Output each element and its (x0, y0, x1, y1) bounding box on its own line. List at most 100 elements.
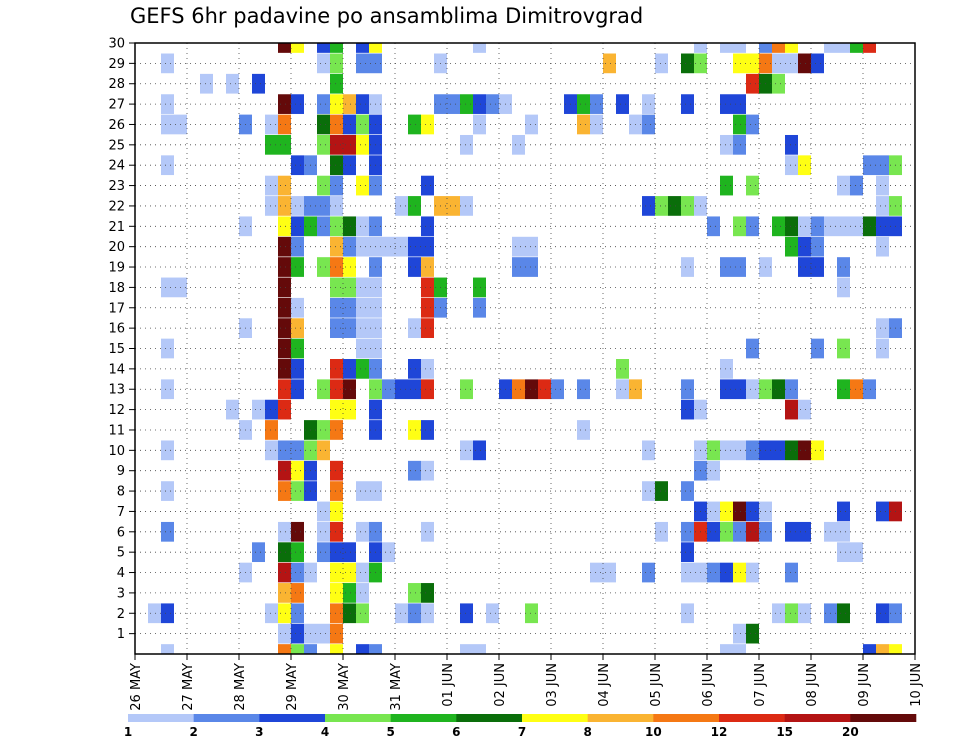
heatmap-cell (447, 94, 460, 114)
x-tick-label: 29 MAY (285, 663, 300, 711)
heatmap-cell (850, 379, 863, 400)
heatmap-cell (278, 94, 291, 114)
heatmap-cell (291, 440, 304, 461)
x-axis: 26 MAY 27 MAY 28 MAY 29 MAY 30 MAY 31 MAY 01 J… (129, 654, 924, 711)
heatmap-cell (681, 399, 694, 420)
heatmap-cell (343, 257, 356, 277)
heatmap-cell (317, 216, 330, 237)
heatmap-cell (265, 175, 278, 196)
heatmap-cell (356, 521, 369, 542)
heatmap-cell (252, 73, 265, 94)
heatmap-cell (265, 196, 278, 216)
heatmap-cell (408, 318, 421, 338)
heatmap-cell (343, 297, 356, 318)
chart-title: GEFS 6hr padavine po ansamblima Dimitrov… (130, 4, 644, 28)
heatmap-cell (161, 379, 174, 400)
heatmap-cell (798, 236, 811, 257)
heatmap-cell (330, 460, 343, 481)
heatmap-cell (681, 562, 694, 583)
y-tick-label: 22 (108, 199, 125, 214)
colorbar: 1 2 3 4 5 6 7 8 10 12 15 20 (124, 714, 917, 739)
heatmap-cells (148, 43, 902, 654)
heatmap-cell (356, 43, 369, 53)
heatmap-cell (798, 216, 811, 237)
heatmap-cell (421, 420, 434, 440)
heatmap-cell (408, 257, 421, 277)
heatmap-cell (161, 155, 174, 176)
heatmap-cell (720, 257, 733, 277)
colorbar-label: 15 (776, 725, 793, 739)
heatmap-cell (746, 562, 759, 583)
heatmap-cell (291, 583, 304, 603)
heatmap-cell (382, 379, 395, 400)
heatmap-cell (694, 43, 707, 53)
heatmap-cell (720, 134, 733, 155)
heatmap-cell (798, 399, 811, 420)
heatmap-cell (655, 521, 668, 542)
x-tick-label: 27 MAY (181, 663, 196, 711)
heatmap-cell (785, 236, 798, 257)
heatmap-cell (408, 603, 421, 624)
y-tick-label: 29 (108, 57, 125, 72)
heatmap-cell (317, 134, 330, 155)
y-tick-label: 1 (117, 627, 125, 642)
heatmap-cell (733, 134, 746, 155)
heatmap-cell (265, 114, 278, 135)
colorbar-label: 12 (711, 725, 728, 739)
heatmap-cell (343, 94, 356, 114)
heatmap-cell (330, 379, 343, 400)
heatmap-cell (824, 43, 837, 53)
heatmap-cell (161, 603, 174, 624)
colorbar-label: 7 (518, 725, 526, 739)
heatmap-cell (811, 440, 824, 461)
heatmap-cell (278, 481, 291, 501)
x-tick-label: 03 JUN (545, 663, 560, 707)
heatmap-cell (876, 338, 889, 359)
y-tick-label: 30 (108, 37, 125, 52)
colorbar-label: 4 (321, 725, 329, 739)
heatmap-cell (798, 440, 811, 461)
heatmap-cell (278, 175, 291, 196)
heatmap-cell (421, 521, 434, 542)
heatmap-cell (356, 134, 369, 155)
heatmap-cell (837, 603, 850, 624)
heatmap-cell (343, 379, 356, 400)
y-tick-label: 25 (108, 138, 125, 153)
heatmap-cell (330, 481, 343, 501)
heatmap-cell (746, 501, 759, 522)
heatmap-cell (252, 542, 265, 563)
heatmap-cell (473, 440, 486, 461)
y-tick-label: 28 (108, 77, 125, 92)
heatmap-cell (278, 43, 291, 53)
heatmap-cell (343, 562, 356, 583)
y-tick-label: 7 (117, 505, 125, 520)
heatmap-cell (850, 542, 863, 563)
heatmap-cell (226, 399, 239, 420)
heatmap-cell (668, 196, 681, 216)
heatmap-cell (876, 175, 889, 196)
heatmap-cell (161, 440, 174, 461)
heatmap-cell (772, 440, 785, 461)
heatmap-cell (733, 94, 746, 114)
heatmap-cell (863, 379, 876, 400)
heatmap-cell (876, 216, 889, 237)
heatmap-cell (421, 257, 434, 277)
heatmap-cell (278, 134, 291, 155)
heatmap-cell (278, 114, 291, 135)
heatmap-cell (291, 297, 304, 318)
heatmap-cell (473, 94, 486, 114)
heatmap-cell (291, 196, 304, 216)
heatmap-cell (161, 94, 174, 114)
heatmap-cell (356, 338, 369, 359)
heatmap-cell (343, 359, 356, 379)
heatmap-cell (720, 644, 733, 654)
heatmap-cell (681, 94, 694, 114)
heatmap-cell (733, 501, 746, 522)
heatmap-cell (460, 379, 473, 400)
heatmap-cell (837, 521, 850, 542)
heatmap-cell (447, 196, 460, 216)
heatmap-cell (785, 603, 798, 624)
heatmap-cell (343, 542, 356, 563)
heatmap-cell (161, 521, 174, 542)
heatmap-cell (278, 521, 291, 542)
